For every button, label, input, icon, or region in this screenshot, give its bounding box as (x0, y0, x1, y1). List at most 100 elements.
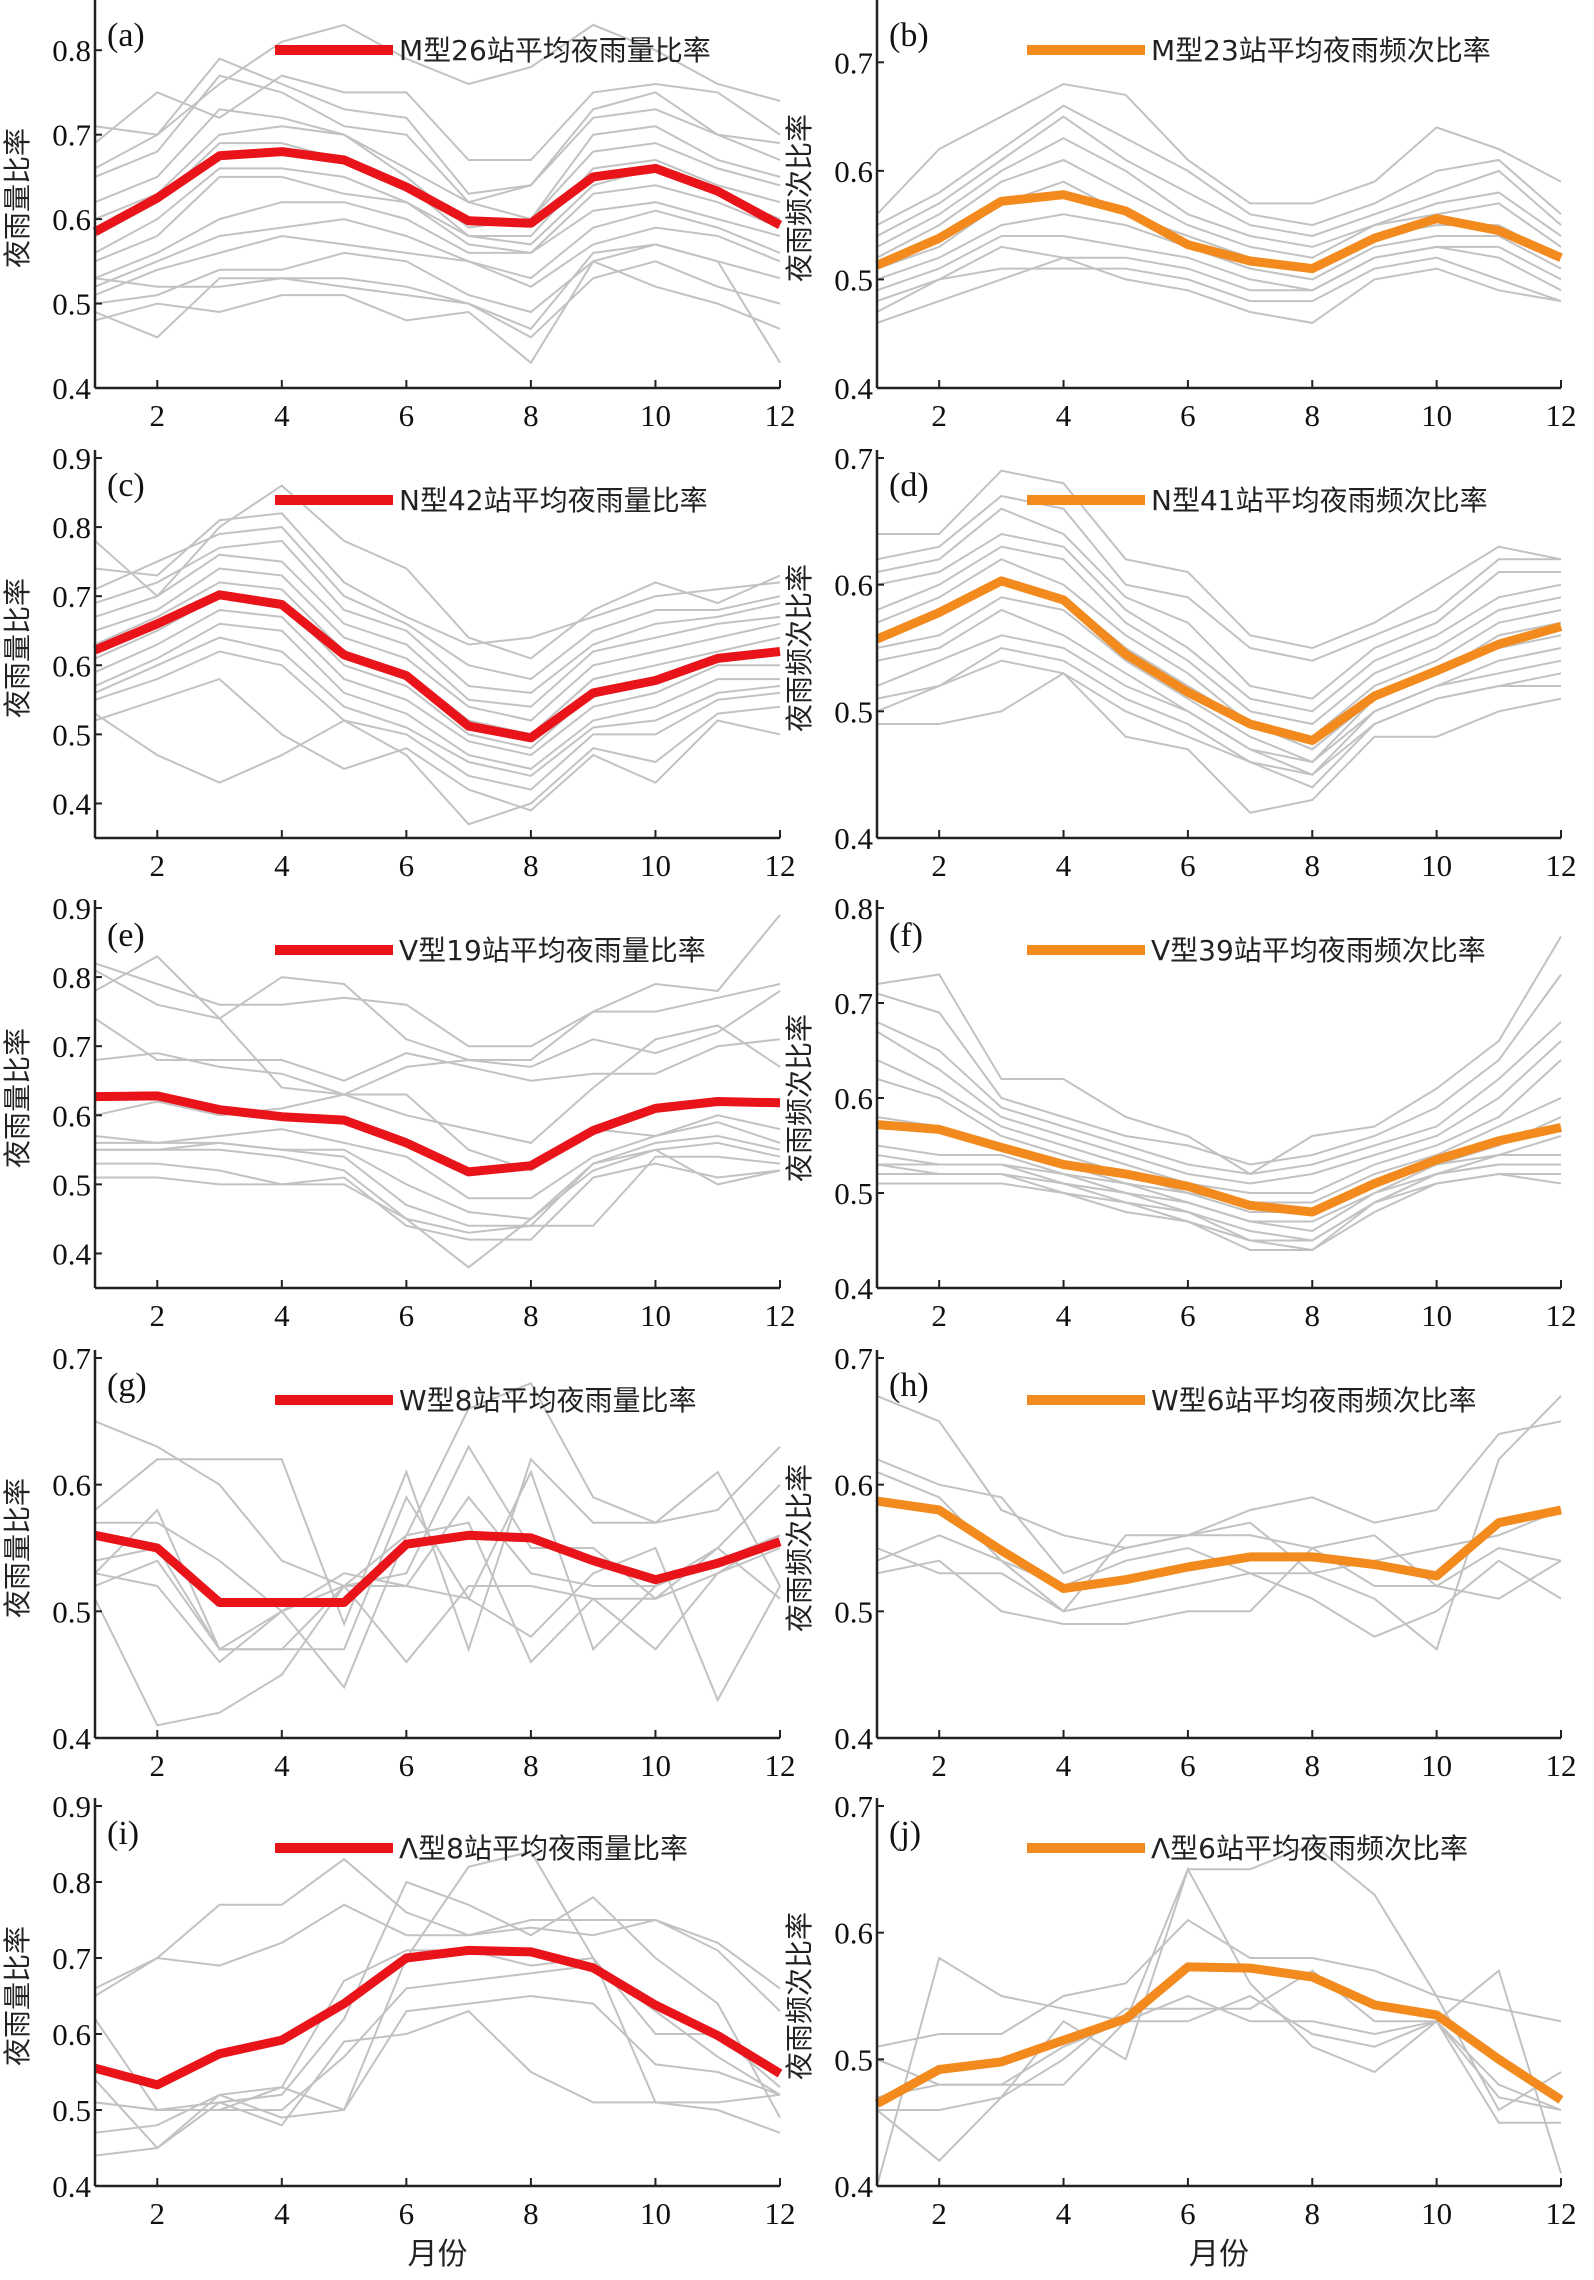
x-tick-label: 10 (1421, 1748, 1452, 1783)
y-tick-label: 0.6 (834, 154, 873, 189)
x-tick-label: 10 (640, 1298, 671, 1333)
station-line (94, 969, 781, 1061)
station-line (94, 57, 781, 195)
station-line (95, 1444, 781, 1613)
station-line (876, 1059, 1562, 1194)
station-lines (876, 469, 1562, 814)
x-tick-label: 2 (150, 1748, 166, 1783)
panel-e: 0.4 0.5 0.6 0.7 0.8 0.9 2 4 6 8 10 12 夜雨量比率 (e) V型19站平… (1, 891, 796, 1333)
legend-label: V型19站平均夜雨量比率 (399, 934, 706, 967)
station-line (94, 914, 781, 1048)
station-line (876, 256, 1562, 313)
x-tick-label: 12 (1546, 1298, 1577, 1333)
legend-label: M型26站平均夜雨量比率 (399, 34, 711, 67)
mean-line (93, 590, 781, 743)
y-tick-label: 0.8 (834, 891, 873, 926)
x-tick-label: 12 (765, 398, 796, 433)
station-line (876, 1918, 1562, 2112)
panel-label: (d) (889, 467, 929, 504)
station-line (876, 659, 1561, 789)
station-line (876, 213, 1562, 281)
x-tick-label: 8 (1305, 398, 1321, 433)
x-tick-label: 4 (1056, 398, 1072, 433)
station-line (94, 1093, 781, 1172)
mean-line (93, 1945, 783, 2090)
y-axis-label: 夜雨频次比率 (783, 1912, 816, 2080)
y-tick-label: 0.9 (52, 441, 91, 476)
station-line (94, 1382, 781, 1588)
station-line (877, 469, 1562, 650)
station-line (94, 553, 781, 708)
x-tick-label: 12 (1546, 2196, 1577, 2231)
x-tick-label: 6 (1180, 848, 1196, 883)
y-tick-label: 0.7 (52, 1941, 91, 1976)
y-tick-label: 0.5 (834, 1594, 873, 1629)
station-lines (876, 1842, 1562, 2187)
station-line (95, 1148, 781, 1269)
x-tick-label: 8 (1305, 1298, 1321, 1333)
station-line (94, 23, 781, 136)
x-tick-label: 8 (1305, 848, 1321, 883)
station-line (94, 1880, 781, 2119)
station-line (94, 1457, 781, 1653)
station-line (876, 634, 1562, 776)
x-tick-label: 12 (1546, 1748, 1577, 1783)
station-line (876, 104, 1562, 227)
station-line (876, 137, 1562, 248)
station-line (876, 973, 1562, 1166)
station-line (876, 1395, 1562, 1550)
station-line (94, 1850, 781, 2112)
mean-line (94, 1530, 782, 1607)
x-tick-label: 4 (274, 1748, 290, 1783)
x-tick-label: 2 (150, 848, 166, 883)
mean-line (94, 1091, 781, 1177)
panel-a: 0.4 0.5 0.6 0.7 0.8 2 4 6 8 10 12 夜雨量比率 (a) M型26站平均夜雨… (1, 0, 796, 433)
x-tick-label: 6 (399, 1298, 415, 1333)
x-tick-label: 6 (399, 848, 415, 883)
x-tick-label: 10 (1421, 848, 1452, 883)
y-tick-label: 0.7 (52, 118, 91, 153)
y-tick-label: 0.7 (834, 986, 873, 1021)
y-tick-label: 0.7 (834, 45, 873, 80)
station-line (94, 243, 781, 364)
x-tick-label: 8 (523, 1748, 539, 1783)
mean-line (874, 1962, 1564, 2108)
legend-label: N型42站平均夜雨量比率 (399, 484, 708, 517)
panel-j: 0.4 0.5 0.6 0.7 2 4 6 8 10 12 夜雨频次比率 (j) Λ型6站平均夜雨频次比… (783, 1789, 1577, 2272)
y-tick-label: 0.7 (834, 1341, 873, 1376)
station-line (95, 1141, 781, 1227)
panel-label: (b) (889, 17, 929, 54)
y-tick-label: 0.6 (834, 1081, 873, 1116)
station-line (94, 1547, 781, 1664)
y-tick-label: 0.8 (52, 33, 91, 68)
x-tick-label: 12 (765, 1748, 796, 1783)
x-tick-label: 4 (274, 1298, 290, 1333)
station-line (94, 108, 781, 221)
y-tick-label: 0.7 (52, 579, 91, 614)
x-tick-label: 12 (765, 2196, 796, 2231)
x-tick-label: 12 (765, 848, 796, 883)
station-line (94, 2010, 781, 2157)
y-tick-label: 0.4 (52, 786, 91, 821)
x-tick-label: 12 (1546, 848, 1577, 883)
x-tick-label: 8 (1305, 1748, 1321, 1783)
station-line (94, 567, 781, 722)
x-tick-label: 4 (274, 398, 290, 433)
legend-label: W型8站平均夜雨量比率 (399, 1384, 697, 1417)
station-lines (94, 914, 781, 1269)
station-line (877, 1172, 1562, 1251)
station-line (94, 1017, 781, 1082)
y-axis-label: 夜雨量比率 (1, 578, 34, 718)
y-axis-label: 夜雨频次比率 (783, 1014, 816, 1182)
station-line (94, 955, 781, 1096)
x-tick-label: 8 (1305, 2196, 1321, 2231)
x-tick-label: 6 (1180, 398, 1196, 433)
x-tick-label: 6 (399, 2196, 415, 2231)
x-tick-label: 10 (1421, 1298, 1452, 1333)
x-tick-label: 8 (523, 2196, 539, 2231)
station-lines (876, 1395, 1562, 1651)
x-tick-label: 12 (1546, 398, 1577, 433)
y-tick-label: 0.7 (52, 1341, 91, 1376)
panel-i: 0.4 0.5 0.6 0.7 0.8 0.9 2 4 6 8 10 12 夜雨量比率 (i) Λ型8站平均… (1, 1789, 796, 2272)
panel-g: 0.4 0.5 0.6 0.7 2 4 6 8 10 12 夜雨量比率 (g) W型8站平均夜雨量比率 (1, 1341, 796, 1783)
